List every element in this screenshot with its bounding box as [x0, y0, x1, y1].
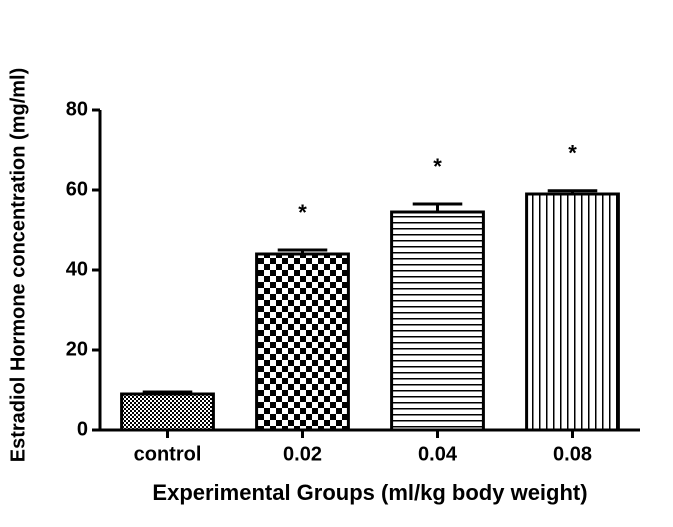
- y-tick-label: 80: [66, 98, 88, 120]
- bar: [120, 392, 215, 432]
- error-bar: [142, 390, 193, 394]
- x-tick-label: 0.08: [553, 443, 592, 465]
- significance-marker: *: [568, 141, 577, 166]
- bar: [255, 252, 350, 432]
- y-tick-label: 60: [66, 178, 88, 200]
- error-bar: [277, 248, 328, 254]
- y-tick-label: 20: [66, 338, 88, 360]
- error-bar: [547, 189, 598, 194]
- y-axis-title: Estradiol Hormone concentration (mg/ml): [7, 68, 29, 462]
- significance-marker: *: [298, 200, 307, 225]
- bar: [525, 192, 620, 432]
- y-tick-label: 40: [66, 258, 88, 280]
- x-tick-label: 0.04: [418, 443, 458, 465]
- error-bar: [412, 202, 463, 212]
- bar: [390, 210, 485, 432]
- x-axis-title: Experimental Groups (ml/kg body weight): [152, 480, 587, 505]
- significance-marker: *: [433, 154, 442, 179]
- x-tick-label: 0.02: [283, 443, 322, 465]
- y-tick-label: 0: [77, 418, 88, 440]
- x-tick-label: control: [134, 443, 202, 465]
